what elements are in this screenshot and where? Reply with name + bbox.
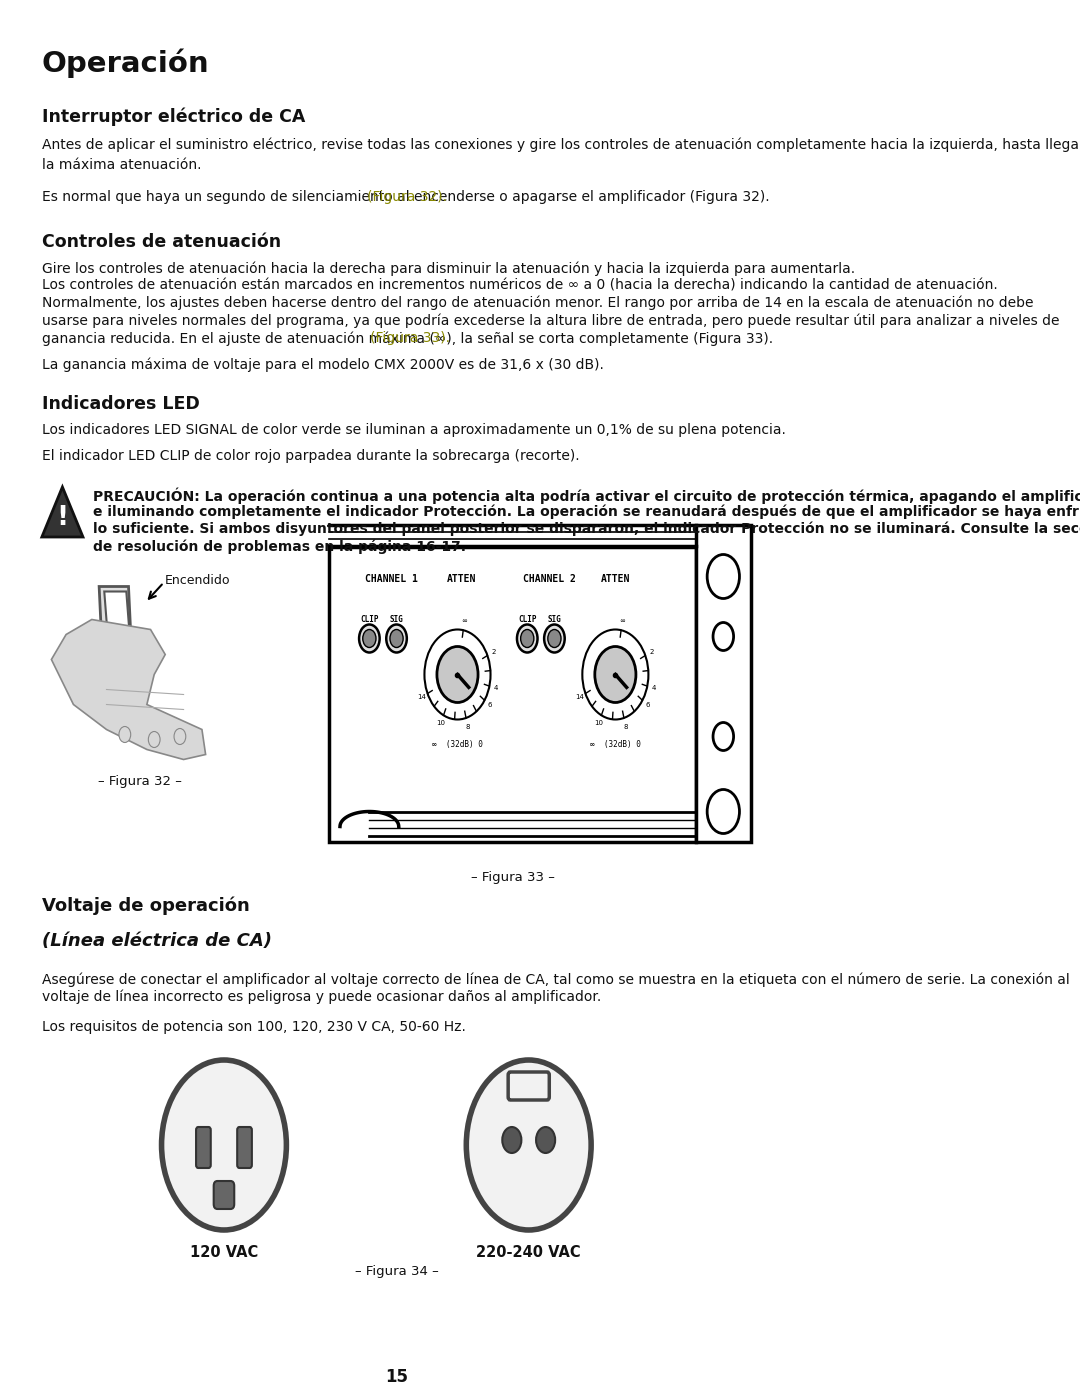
Circle shape xyxy=(437,647,478,703)
FancyBboxPatch shape xyxy=(509,1071,550,1099)
Text: – Figura 33 –: – Figura 33 – xyxy=(471,872,554,884)
Bar xyxy=(697,524,752,841)
Text: 10: 10 xyxy=(436,721,445,726)
Text: de resolución de problemas en la página 16-17.: de resolución de problemas en la página … xyxy=(93,539,467,555)
Text: Voltaje de operación: Voltaje de operación xyxy=(42,897,249,915)
Text: lo suficiente. Si ambos disyuntores del panel posterior se dispararon, el indica: lo suficiente. Si ambos disyuntores del … xyxy=(93,522,1080,536)
Text: Antes de aplicar el suministro eléctrico, revise todas las conexiones y gire los: Antes de aplicar el suministro eléctrico… xyxy=(42,138,1080,172)
Polygon shape xyxy=(52,619,205,760)
Text: ∞  (32dB) 0: ∞ (32dB) 0 xyxy=(590,739,640,749)
Text: 8: 8 xyxy=(465,724,470,729)
Text: e iluminando completamente el indicador Protección. La operación se reanudará de: e iluminando completamente el indicador … xyxy=(93,504,1080,520)
Circle shape xyxy=(707,789,740,834)
Text: El indicador LED CLIP de color rojo parpadea durante la sobrecarga (recorte).: El indicador LED CLIP de color rojo parp… xyxy=(42,448,580,462)
Text: Operación: Operación xyxy=(42,47,210,77)
Text: Asegúrese de conectar el amplificador al voltaje correcto de línea de CA, tal co: Asegúrese de conectar el amplificador al… xyxy=(42,972,1069,988)
FancyBboxPatch shape xyxy=(197,1127,211,1168)
Text: CLIP: CLIP xyxy=(518,615,537,623)
Polygon shape xyxy=(99,587,132,665)
Text: Los indicadores LED SIGNAL de color verde se iluminan a aproximadamente un 0,1% : Los indicadores LED SIGNAL de color verd… xyxy=(42,423,786,437)
Circle shape xyxy=(119,726,131,742)
Circle shape xyxy=(390,630,403,647)
Text: (Figura 32).: (Figura 32). xyxy=(367,190,447,204)
Circle shape xyxy=(502,1127,522,1153)
Circle shape xyxy=(595,647,636,703)
Text: La ganancia máxima de voltaje para el modelo CMX 2000V es de 31,6 x (30 dB).: La ganancia máxima de voltaje para el mo… xyxy=(42,358,604,372)
Circle shape xyxy=(359,624,380,652)
Circle shape xyxy=(536,1127,555,1153)
Text: 4: 4 xyxy=(651,686,656,692)
Text: PRECAUCIÓN: La operación continua a una potencia alta podría activar el circuito: PRECAUCIÓN: La operación continua a una … xyxy=(93,488,1080,503)
Text: Gire los controles de atenuación hacia la derecha para disminuir la atenuación y: Gire los controles de atenuación hacia l… xyxy=(42,261,855,275)
Circle shape xyxy=(517,624,538,652)
Text: 15: 15 xyxy=(386,1368,408,1386)
Circle shape xyxy=(424,630,490,719)
Text: Es normal que haya un segundo de silenciamiento al encenderse o apagarse el ampl: Es normal que haya un segundo de silenci… xyxy=(42,190,769,204)
Text: Los requisitos de potencia son 100, 120, 230 V CA, 50-60 Hz.: Los requisitos de potencia son 100, 120,… xyxy=(42,1020,465,1034)
Circle shape xyxy=(387,624,407,652)
Polygon shape xyxy=(105,591,130,630)
Text: CHANNEL 1: CHANNEL 1 xyxy=(365,574,418,584)
Polygon shape xyxy=(42,488,83,536)
Text: 6: 6 xyxy=(646,703,650,708)
Circle shape xyxy=(363,630,376,647)
Circle shape xyxy=(707,555,740,598)
Text: 14: 14 xyxy=(575,694,584,700)
Text: 10: 10 xyxy=(594,721,603,726)
Text: 2: 2 xyxy=(491,648,496,655)
FancyBboxPatch shape xyxy=(238,1127,252,1168)
Text: ganancia reducida. En el ajuste de atenuación máxima (∞), la señal se corta comp: ganancia reducida. En el ajuste de atenu… xyxy=(42,331,773,345)
Circle shape xyxy=(548,630,561,647)
Text: (Línea eléctrica de CA): (Línea eléctrica de CA) xyxy=(42,933,272,950)
Circle shape xyxy=(467,1060,591,1229)
Text: 2: 2 xyxy=(649,648,653,655)
Text: SIG: SIG xyxy=(390,615,404,623)
Text: Normalmente, los ajustes deben hacerse dentro del rango de atenuación menor. El : Normalmente, los ajustes deben hacerse d… xyxy=(42,296,1034,310)
Text: 6: 6 xyxy=(488,703,492,708)
Text: usarse para niveles normales del programa, ya que podría excederse la altura lib: usarse para niveles normales del program… xyxy=(42,313,1059,328)
Text: 14: 14 xyxy=(417,694,426,700)
Text: Indicadores LED: Indicadores LED xyxy=(42,395,200,414)
Text: ∞  (32dB) 0: ∞ (32dB) 0 xyxy=(432,739,483,749)
Text: – Figura 34 –: – Figura 34 – xyxy=(354,1266,438,1278)
Text: 8: 8 xyxy=(623,724,627,729)
Text: ∞: ∞ xyxy=(619,619,625,624)
Text: (Figura 33).: (Figura 33). xyxy=(370,331,450,345)
Text: CLIP: CLIP xyxy=(360,615,379,623)
Text: voltaje de línea incorrecto es peligrosa y puede ocasionar daños al amplificador: voltaje de línea incorrecto es peligrosa… xyxy=(42,990,602,1004)
Text: Los controles de atenuación están marcados en incrementos numéricos de ∞ a 0 (ha: Los controles de atenuación están marcad… xyxy=(42,278,998,292)
Circle shape xyxy=(544,624,565,652)
Text: SIG: SIG xyxy=(548,615,562,623)
Circle shape xyxy=(521,630,534,647)
FancyBboxPatch shape xyxy=(214,1180,234,1208)
Circle shape xyxy=(582,630,648,719)
Text: Controles de atenuación: Controles de atenuación xyxy=(42,233,281,251)
Bar xyxy=(329,546,697,841)
Circle shape xyxy=(713,623,733,651)
Circle shape xyxy=(148,732,160,747)
Text: 120 VAC: 120 VAC xyxy=(190,1245,258,1260)
Text: ATTEN: ATTEN xyxy=(446,574,476,584)
Text: 4: 4 xyxy=(494,686,498,692)
Circle shape xyxy=(713,722,733,750)
Circle shape xyxy=(174,728,186,745)
Text: – Figura 32 –: – Figura 32 – xyxy=(97,774,181,788)
Circle shape xyxy=(162,1060,286,1229)
Text: Interruptor eléctrico de CA: Interruptor eléctrico de CA xyxy=(42,108,306,127)
Text: !: ! xyxy=(56,504,68,531)
Text: ∞: ∞ xyxy=(461,619,468,624)
Text: ATTEN: ATTEN xyxy=(600,574,630,584)
Text: Encendido: Encendido xyxy=(165,574,231,588)
Text: CHANNEL 2: CHANNEL 2 xyxy=(523,574,576,584)
Text: 220-240 VAC: 220-240 VAC xyxy=(476,1245,581,1260)
